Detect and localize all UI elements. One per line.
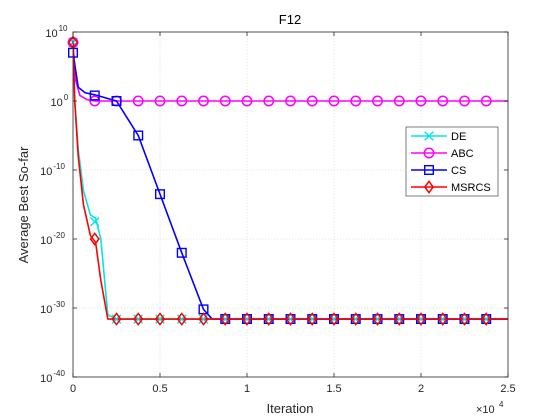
marker-abc-3: [132, 95, 144, 107]
chart-title: F12: [279, 12, 301, 27]
marker-msrcs-12: [328, 312, 340, 326]
x-tick-label-0: 0: [70, 383, 76, 395]
x-tick-label-4: 2: [418, 383, 424, 395]
marker-abc-11: [306, 95, 318, 107]
marker-abc-19: [480, 95, 492, 107]
marker-abc-4: [154, 95, 166, 107]
y-tick-label-base-3: 10: [40, 235, 52, 247]
y-tick-label-exp-0: 10: [59, 24, 68, 33]
axes-box: [72, 31, 509, 378]
marker-abc-14: [372, 95, 383, 107]
marker-abc-6: [198, 95, 209, 107]
legend-label-de: DE: [451, 131, 466, 143]
y-tick-label-exp-3: -20: [53, 231, 65, 240]
marker-abc-9: [263, 95, 275, 107]
ticks: [72, 31, 509, 378]
marker-cs-4: [154, 189, 165, 200]
marker-cs-2: [111, 95, 122, 106]
legend-swatch-marker-abc: [423, 147, 435, 159]
y-tick-label-base-2: 10: [40, 166, 52, 178]
series-line-abc: [73, 42, 508, 102]
marker-msrcs-15: [394, 312, 405, 326]
marker-msrcs-16: [415, 312, 427, 326]
y-tick-label-exp-5: -40: [53, 369, 65, 378]
marker-msrcs-19: [481, 312, 492, 326]
marker-cs-5: [176, 247, 187, 258]
y-axis-label: Average Best So-far: [16, 146, 31, 263]
y-tick-label-exp-2: -10: [53, 162, 65, 171]
y-tick-label-1: 10 0: [51, 93, 69, 109]
marker-msrcs-14: [372, 312, 383, 326]
marker-msrcs-4: [154, 312, 166, 326]
marker-abc-1: [89, 95, 101, 107]
marker-msrcs-1: [89, 232, 100, 246]
marker-de-1: [89, 216, 100, 227]
y-tick-label-exp-1: 0: [64, 93, 69, 102]
marker-abc-17: [437, 95, 449, 107]
legend-entry-msrcs: MSRCS: [411, 180, 491, 194]
legend-box: [405, 126, 499, 197]
y-tick-label-5: 10 -40: [40, 369, 65, 385]
marker-abc-8: [241, 95, 253, 107]
marker-abc-13: [350, 95, 362, 107]
y-tick-label-base-5: 10: [40, 373, 52, 385]
y-tick-label-2: 10 -10: [40, 162, 65, 178]
legend-swatch-marker-msrcs: [423, 180, 435, 194]
legend-entry-abc: ABC: [411, 147, 474, 160]
legend-label-cs: CS: [451, 165, 466, 177]
legend-entry-de: DE: [411, 131, 466, 143]
marker-msrcs-10: [285, 312, 296, 326]
legend: DE ABC CS MSRCS: [405, 126, 499, 197]
marker-msrcs-5: [176, 312, 187, 326]
marker-msrcs-3: [133, 312, 144, 326]
legend-entry-cs: CS: [411, 164, 466, 177]
marker-msrcs-18: [459, 312, 470, 326]
marker-msrcs-2: [111, 312, 122, 326]
x-multiplier: ×10 4: [476, 400, 504, 416]
marker-de-1-stroke-b: [89, 216, 100, 227]
series-line-cs: [73, 52, 508, 320]
marker-cs-1: [89, 90, 100, 101]
y-tick-label-base-4: 10: [40, 304, 52, 316]
x-multiplier-base: ×10: [476, 404, 495, 416]
marker-msrcs-13: [350, 312, 361, 326]
y-tick-label-4: 10 -30: [40, 300, 65, 316]
x-tick-label-3: 1.5: [326, 383, 341, 395]
marker-msrcs-11: [307, 312, 318, 326]
y-tick-label-base-0: 10: [45, 28, 57, 40]
markers-layer: [67, 35, 492, 326]
marker-msrcs-9: [263, 312, 274, 326]
legend-swatch-marker-de-stroke-b: [424, 131, 434, 141]
marker-abc-7: [219, 95, 231, 107]
legend-swatch-marker-cs: [424, 164, 435, 175]
marker-abc-15: [393, 95, 405, 107]
legend-swatch-marker-de: [424, 131, 434, 141]
marker-cs-3: [133, 130, 144, 141]
marker-msrcs-17: [437, 312, 448, 326]
x-multiplier-exp: 4: [499, 400, 504, 409]
legend-label-abc: ABC: [451, 148, 474, 160]
x-tick-label-5: 2.5: [500, 383, 515, 395]
x-axis-label: Iteration: [267, 401, 314, 416]
marker-abc-10: [285, 95, 296, 107]
x-tick-label-2: 1: [244, 383, 250, 395]
legend-label-msrcs: MSRCS: [451, 182, 491, 194]
y-tick-label-exp-4: -30: [53, 300, 65, 309]
marker-msrcs-7: [220, 312, 231, 326]
marker-msrcs-6: [198, 312, 209, 326]
marker-abc-16: [415, 95, 427, 107]
marker-abc-18: [459, 95, 470, 107]
y-tick-label-base-1: 10: [51, 97, 63, 109]
y-tick-label-0: 10 10: [45, 24, 68, 40]
marker-abc-12: [328, 95, 340, 107]
y-tick-label-3: 10 -20: [40, 231, 65, 247]
x-tick-label-1: 0.5: [152, 383, 167, 395]
marker-abc-5: [176, 95, 188, 107]
marker-msrcs-8: [241, 312, 253, 326]
